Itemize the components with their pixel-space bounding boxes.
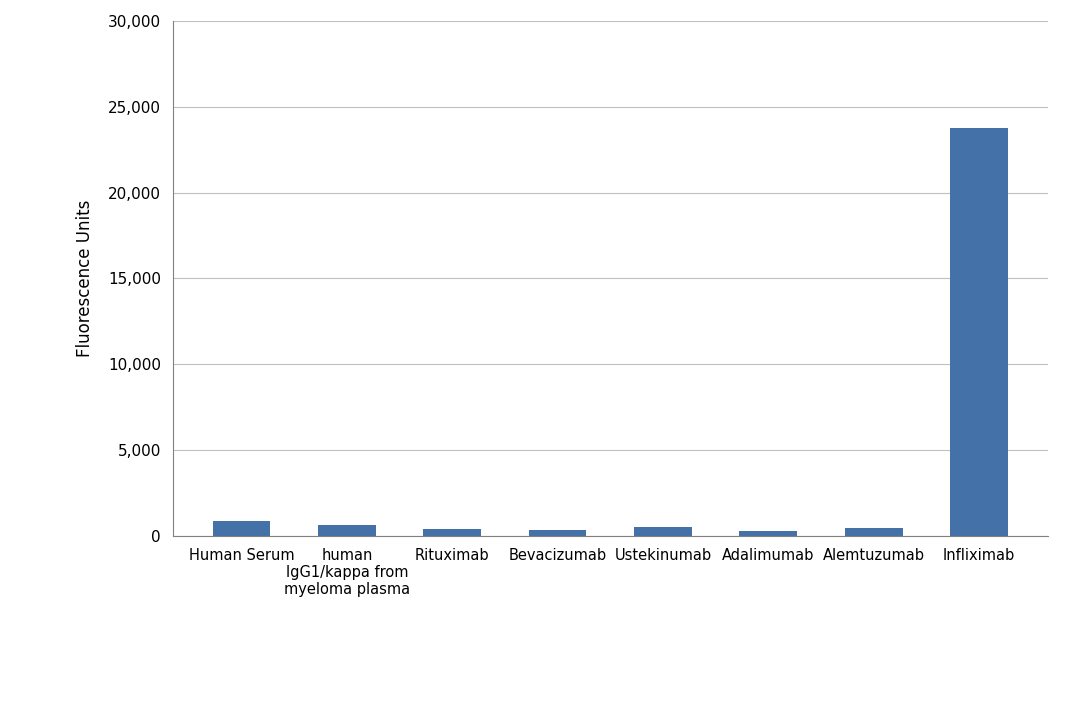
Y-axis label: Fluorescence Units: Fluorescence Units — [76, 200, 94, 357]
Bar — [528, 530, 586, 536]
Bar — [739, 531, 797, 536]
Bar — [318, 525, 376, 536]
Bar — [213, 521, 270, 536]
Bar — [950, 128, 1008, 536]
Bar — [845, 528, 903, 536]
Bar — [634, 527, 692, 536]
Bar — [423, 529, 482, 536]
